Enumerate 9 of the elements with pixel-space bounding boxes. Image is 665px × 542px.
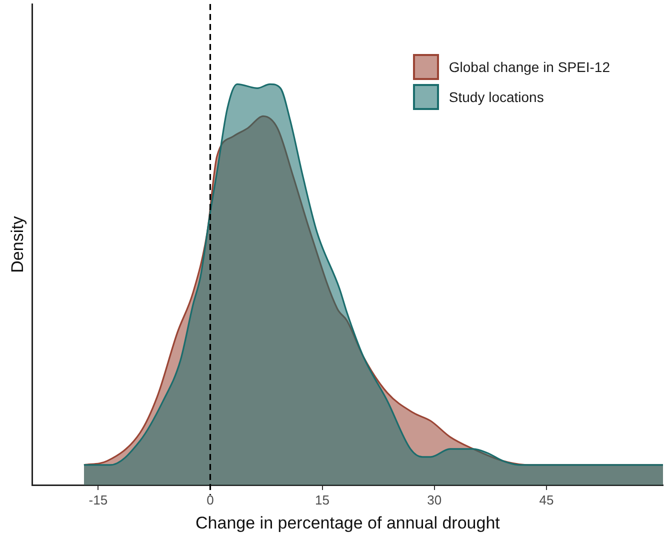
- legend-label: Global change in SPEI-12: [448, 59, 610, 75]
- x-tick-label: 15: [315, 492, 330, 508]
- legend-label: Study locations: [448, 89, 544, 105]
- x-tick-label: -15: [88, 492, 108, 508]
- x-tick-label: 45: [539, 492, 554, 508]
- y-axis-title: Density: [8, 216, 27, 273]
- x-tick-label: 0: [206, 492, 214, 508]
- x-tick-label: 30: [427, 492, 442, 508]
- x-axis-title: Change in percentage of annual drought: [196, 513, 500, 532]
